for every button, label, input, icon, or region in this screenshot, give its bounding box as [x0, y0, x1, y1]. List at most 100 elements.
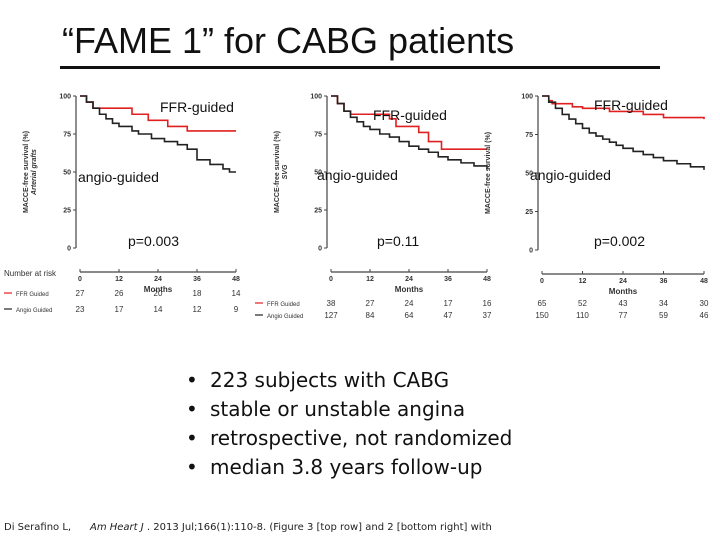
angio-survival-curve: [542, 95, 705, 170]
risk-count: 14: [232, 289, 241, 298]
y-tick-label: 25: [314, 208, 322, 215]
y-tick-label: 100: [310, 94, 322, 101]
y-tick-label: 0: [529, 248, 533, 255]
risk-count: 110: [576, 311, 589, 320]
x-tick-label: 36: [193, 276, 201, 283]
angio-guided-label: angio-guided: [78, 169, 159, 185]
p-value-label: p=0.002: [594, 233, 645, 249]
x-tick-label: 24: [405, 276, 413, 283]
y-axis-label: MACCE-free survival (%): [485, 132, 492, 214]
y-axis-sublabel: Arterial grafts: [31, 149, 38, 196]
risk-count: 18: [193, 289, 202, 298]
risk-count: 127: [324, 311, 338, 320]
angio-guided-label: angio-guided: [530, 167, 611, 183]
risk-count: 23: [76, 305, 85, 314]
risk-count: 37: [483, 311, 492, 320]
risk-count: 9: [234, 305, 239, 314]
risk-count: 43: [619, 299, 628, 308]
risk-count: 14: [154, 305, 163, 314]
x-tick-label: 36: [660, 278, 668, 285]
bullet-text: stable or unstable angina: [210, 397, 466, 421]
x-tick-label: 0: [78, 276, 82, 283]
risk-count: 150: [535, 311, 549, 320]
bullet-item: • median 3.8 years follow-up: [186, 455, 483, 479]
y-tick-label: 100: [59, 94, 71, 101]
risk-count: 64: [405, 311, 414, 320]
x-tick-label: 48: [700, 278, 708, 285]
x-axis-label: Months: [144, 285, 173, 294]
footer-journal: Am Heart J: [90, 522, 144, 533]
risk-count: 30: [700, 299, 709, 308]
risk-count: 46: [700, 311, 709, 320]
x-tick-label: 12: [366, 276, 374, 283]
risk-count: 77: [619, 311, 628, 320]
y-tick-label: 0: [67, 246, 71, 253]
bullet-text: retrospective, not randomized: [210, 426, 513, 450]
x-tick-label: 0: [329, 276, 333, 283]
x-tick-label: 12: [115, 276, 123, 283]
x-tick-label: 36: [444, 276, 452, 283]
ffr-guided-label: FFR-guided: [160, 99, 234, 115]
risk-count: 16: [483, 299, 492, 308]
risk-row-label: Angio Guided: [16, 308, 52, 314]
x-axis-label: Months: [609, 287, 638, 296]
y-tick-label: 25: [63, 208, 71, 215]
risk-count: 65: [538, 299, 547, 308]
x-tick-label: 0: [540, 278, 544, 285]
risk-count: 17: [115, 305, 124, 314]
x-tick-label: 24: [154, 276, 162, 283]
risk-count: 24: [405, 299, 414, 308]
km-chart-overall: 0 25 50 75 100 MACCE-free survival (%) 0 12 24 36…: [485, 94, 709, 321]
x-tick-label: 12: [579, 278, 587, 285]
y-tick-label: 75: [314, 132, 322, 139]
risk-count: 20: [154, 289, 163, 298]
risk-count: 47: [444, 311, 453, 320]
bullet-text: 223 subjects with CABG: [210, 368, 450, 392]
angio-survival-curve: [331, 95, 488, 169]
bullet-list: • 223 subjects with CABG • stable or unsta…: [186, 366, 512, 482]
risk-table-title: Number at risk: [4, 269, 57, 278]
risk-count: 34: [659, 299, 668, 308]
risk-count: 59: [659, 311, 668, 320]
angio-guided-label: angio-guided: [317, 167, 398, 183]
risk-count: 26: [115, 289, 124, 298]
y-tick-label: 0: [318, 246, 322, 253]
risk-row-label: FFR Guided: [267, 302, 300, 308]
risk-count: 27: [76, 289, 85, 298]
y-tick-label: 50: [314, 170, 322, 177]
y-tick-label: 50: [525, 171, 533, 178]
risk-count: 17: [444, 299, 453, 308]
ffr-guided-label: FFR-guided: [594, 97, 668, 113]
bullet-item: • stable or unstable angina: [186, 397, 466, 421]
footer-reference: . 2013 Jul;166(1):110-8. (Figure 3 [top …: [146, 522, 492, 533]
bullet-item: • 223 subjects with CABG: [186, 368, 450, 392]
risk-count: 12: [193, 305, 202, 314]
y-tick-label: 25: [525, 209, 533, 216]
risk-count: 38: [327, 299, 336, 308]
footer-author: Di Serafino L,: [4, 522, 72, 533]
risk-row-label: FFR Guided: [16, 292, 49, 298]
y-axis-sublabel: SVG: [282, 164, 289, 179]
bullet-item: • retrospective, not randomized: [186, 426, 513, 450]
slide-title: “FAME 1” for CABG patients: [62, 20, 515, 61]
risk-count: 84: [366, 311, 375, 320]
title-underline: [60, 66, 660, 69]
risk-count: 52: [578, 299, 587, 308]
bullet-text: median 3.8 years follow-up: [210, 455, 483, 479]
footer-citation: Am Heart J . 2013 Jul;166(1):110-8. (Fig…: [90, 522, 492, 533]
y-axis-label: MACCE-free survival (%): [274, 131, 281, 213]
y-tick-label: 75: [525, 132, 533, 139]
x-tick-label: 48: [483, 276, 491, 283]
y-tick-label: 100: [521, 94, 533, 101]
ffr-survival-curve: [542, 95, 705, 120]
risk-row-label: Angio Guided: [267, 314, 303, 320]
km-chart-arterial: 0 25 50 75 100 MACCE-free survival (%) Arteria…: [4, 94, 241, 314]
angio-survival-curve: [80, 95, 236, 173]
y-tick-label: 50: [63, 170, 71, 177]
x-axis-label: Months: [395, 285, 424, 294]
x-tick-label: 24: [619, 278, 627, 285]
y-axis-label: MACCE-free survival (%): [23, 131, 30, 213]
ffr-guided-label: FFR-guided: [373, 107, 447, 123]
x-tick-label: 48: [232, 276, 240, 283]
